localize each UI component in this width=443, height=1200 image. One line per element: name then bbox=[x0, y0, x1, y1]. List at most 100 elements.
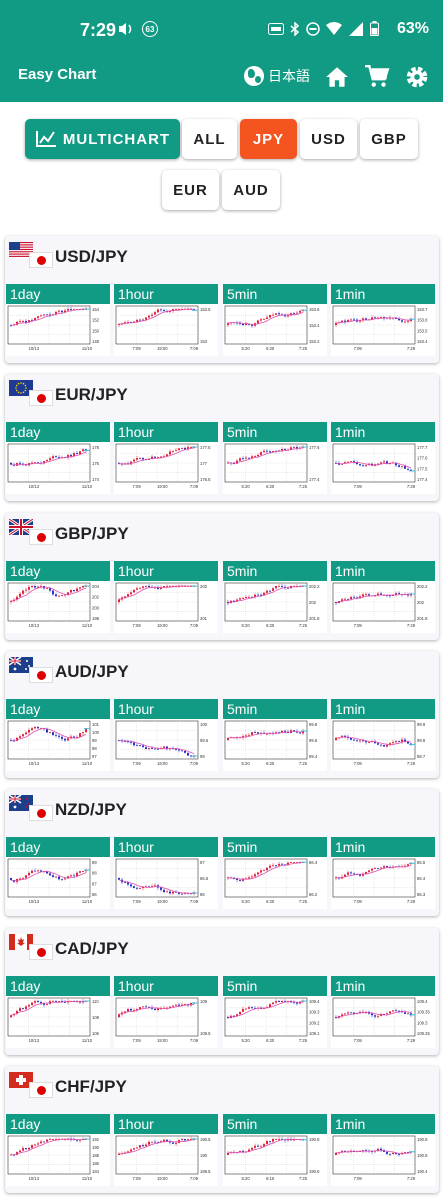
timeframe-5min[interactable]: 5min 190.8 190.6 5:20 6:15 7:25 bbox=[223, 1114, 327, 1186]
timeframe-1min[interactable]: 1min 99.9 99.8 98.7 7:09 7:29 bbox=[331, 699, 435, 771]
timeframe-1day[interactable]: 1day 101 100 99 98 97 10/13 11/10 bbox=[6, 699, 110, 771]
pair-card-eur-jpy[interactable]: EUR/JPY 1day 178 176 174 10/13 11/10 1hour 177.5… bbox=[5, 374, 439, 501]
timeframe-1hour[interactable]: 1hour 109 108.5 7:09 19:00 7:09 bbox=[114, 976, 218, 1048]
y-tick-label: 101 bbox=[92, 722, 100, 727]
pair-card-chf-jpy[interactable]: CHF/JPY 1day 192 190 188 186 184 10/13 11/10 1hou… bbox=[5, 1066, 439, 1193]
timeframe-1day[interactable]: 1day 110 108 106 10/13 11/10 bbox=[6, 976, 110, 1048]
price-chart[interactable]: 154 152 150 148 10/13 11/10 bbox=[6, 304, 110, 356]
candle bbox=[46, 1003, 48, 1005]
timeframe-5min[interactable]: 5min 177.6 177.4 5:20 6:20 7:25 bbox=[223, 422, 327, 494]
tab-multichart[interactable]: MULTICHART bbox=[25, 119, 180, 159]
timeframe-1min[interactable]: 1min 86.5 86.4 86.3 7:09 7:29 bbox=[331, 837, 435, 909]
timeframe-5min[interactable]: 5min 86.4 86.2 5:20 6:20 7:25 bbox=[223, 837, 327, 909]
timeframe-1day[interactable]: 1day 154 152 150 148 10/13 11/10 bbox=[6, 284, 110, 356]
timeframe-1min[interactable]: 1min 109.4 109.35 109.3 109.25 7:09 7:29 bbox=[331, 976, 435, 1048]
price-chart[interactable]: 177.6 177.4 5:20 6:20 7:25 bbox=[223, 442, 327, 494]
tab-eur[interactable]: EUR bbox=[162, 170, 219, 210]
price-chart[interactable]: 190.8 190.6 190.4 7:09 7:29 bbox=[331, 1134, 435, 1186]
candle bbox=[16, 596, 18, 600]
pair-card-cad-jpy[interactable]: CAD/JPY 1day 110 108 106 10/13 11/10 1hour 109 10… bbox=[5, 928, 439, 1055]
price-chart[interactable]: 178 176 174 10/13 11/10 bbox=[6, 442, 110, 494]
timeframe-5min[interactable]: 5min 99.8 99.6 99.4 5:20 6:20 7:25 bbox=[223, 699, 327, 771]
candle bbox=[28, 1147, 30, 1150]
candle bbox=[296, 312, 298, 314]
price-chart[interactable]: 86.4 86.2 5:20 6:20 7:25 bbox=[223, 857, 327, 909]
timeframe-1hour[interactable]: 1hour 190.5 190 189.5 7:09 19:00 7:09 bbox=[114, 1114, 218, 1186]
y-tick-label: 188 bbox=[92, 1153, 100, 1158]
candle bbox=[145, 747, 147, 749]
cart-icon[interactable] bbox=[364, 64, 390, 90]
price-chart[interactable]: 99.8 99.6 99.4 5:20 6:20 7:25 bbox=[223, 719, 327, 771]
price-chart[interactable]: 89 88 87 86 10/13 11/10 bbox=[6, 857, 110, 909]
timeframe-1hour[interactable]: 1hour 177.5 177 176.5 7:09 19:00 7:09 bbox=[114, 422, 218, 494]
price-chart[interactable]: 109.4 109.35 109.3 109.25 7:09 7:29 bbox=[331, 996, 435, 1048]
y-tick-label: 190.6 bbox=[417, 1153, 428, 1158]
language-button[interactable]: 日本語 bbox=[244, 62, 310, 90]
clock: 7:29 bbox=[80, 20, 117, 40]
timeframe-1min[interactable]: 1min 177.7 177.6 177.5 177.4 7:09 7:29 bbox=[331, 422, 435, 494]
price-chart[interactable]: 86.5 86.4 86.3 7:09 7:29 bbox=[331, 857, 435, 909]
price-chart[interactable]: 204 202 200 198 10/13 11/10 bbox=[6, 581, 110, 633]
candle bbox=[350, 737, 352, 740]
tab-all[interactable]: ALL bbox=[182, 119, 237, 159]
tab-aud[interactable]: AUD bbox=[222, 170, 280, 210]
timeframe-1hour[interactable]: 1hour 153.5 153 7:09 19:00 7:09 bbox=[114, 284, 218, 356]
timeframe-1min[interactable]: 1min 202.2 202 201.8 7:09 7:29 bbox=[331, 561, 435, 633]
pair-card-gbp-jpy[interactable]: GBP/JPY 1day 204 202 200 198 10/13 11/10 1hour 20… bbox=[5, 513, 439, 640]
candle bbox=[278, 450, 280, 452]
candle bbox=[350, 1150, 352, 1152]
moving-average-line bbox=[10, 1138, 86, 1156]
price-chart[interactable]: 101 100 99 98 97 10/13 11/10 bbox=[6, 719, 110, 771]
timeframe-1hour[interactable]: 1hour 100 99.5 99 7:09 19:00 7:09 bbox=[114, 699, 218, 771]
price-chart[interactable]: 192 190 188 186 184 10/13 11/10 bbox=[6, 1134, 110, 1186]
candle bbox=[46, 1139, 48, 1142]
price-chart[interactable]: 153.6 153.4 153.2 5:20 6:20 7:25 bbox=[223, 304, 327, 356]
x-tick-label: 7:09 bbox=[190, 1176, 199, 1181]
candle bbox=[76, 309, 78, 310]
pair-card-usd-jpy[interactable]: USD/JPY 1day 154 152 150 148 10/13 11/10 1hour 15… bbox=[5, 236, 439, 363]
price-chart[interactable]: 109.4 109.3 109.2 109.1 5:20 6:20 7:25 bbox=[223, 996, 327, 1048]
price-chart[interactable]: 177.7 177.6 177.5 177.4 7:09 7:29 bbox=[331, 442, 435, 494]
pair-card-nzd-jpy[interactable]: NZD/JPY 1day 89 88 87 86 10/13 11/10 1hour 87 86.5… bbox=[5, 789, 439, 916]
pair-card-aud-jpy[interactable]: AUD/JPY 1day 101 100 99 98 97 10/13 11/10 1hour 10… bbox=[5, 651, 439, 778]
tab-usd[interactable]: USD bbox=[300, 119, 357, 159]
timeframe-5min[interactable]: 5min 109.4 109.3 109.2 109.1 5:20 6:20 7:25 bbox=[223, 976, 327, 1048]
timeframe-1min[interactable]: 1min 153.7 153.6 153.5 153.4 7:09 7:29 bbox=[331, 284, 435, 356]
y-tick-label: 99.8 bbox=[417, 738, 426, 743]
timeframe-1day[interactable]: 1day 89 88 87 86 10/13 11/10 bbox=[6, 837, 110, 909]
timeframe-5min[interactable]: 5min 202.2 202 201.8 5:20 6:20 7:25 bbox=[223, 561, 327, 633]
moving-average-line bbox=[227, 312, 304, 325]
timeframe-1min[interactable]: 1min 190.8 190.6 190.4 7:09 7:29 bbox=[331, 1114, 435, 1186]
price-chart[interactable]: 202.2 202 201.8 7:09 7:29 bbox=[331, 581, 435, 633]
tab-jpy[interactable]: JPY bbox=[240, 119, 297, 159]
home-icon[interactable] bbox=[324, 64, 350, 90]
gear-icon[interactable] bbox=[404, 64, 430, 90]
candle bbox=[296, 1002, 298, 1004]
timeframe-1day[interactable]: 1day 204 202 200 198 10/13 11/10 bbox=[6, 561, 110, 633]
candle bbox=[353, 739, 355, 741]
timeframe-1day[interactable]: 1day 178 176 174 10/13 11/10 bbox=[6, 422, 110, 494]
candle bbox=[124, 882, 126, 884]
candle bbox=[37, 870, 39, 872]
candle bbox=[371, 868, 373, 871]
timeframe-1day[interactable]: 1day 192 190 188 186 184 10/13 11/10 bbox=[6, 1114, 110, 1186]
candle bbox=[40, 870, 42, 872]
x-tick-label: 7:09 bbox=[354, 899, 363, 904]
timeframe-1hour[interactable]: 1hour 87 86.5 86 7:09 19:00 7:09 bbox=[114, 837, 218, 909]
price-chart[interactable]: 202.2 202 201.8 5:20 6:20 7:25 bbox=[223, 581, 327, 633]
timeframe-5min[interactable]: 5min 153.6 153.4 153.2 5:20 6:20 7:25 bbox=[223, 284, 327, 356]
price-chart[interactable]: 190.8 190.6 5:20 6:15 7:25 bbox=[223, 1134, 327, 1186]
timeframe-1hour[interactable]: 1hour 202 201 7:09 19:00 7:09 bbox=[114, 561, 218, 633]
price-chart[interactable]: 110 108 106 10/13 11/10 bbox=[6, 996, 110, 1048]
candle bbox=[263, 870, 265, 872]
price-chart[interactable]: 99.9 99.8 98.7 7:09 7:29 bbox=[331, 719, 435, 771]
price-chart[interactable]: 153.7 153.6 153.5 153.4 7:09 7:29 bbox=[331, 304, 435, 356]
tab-gbp[interactable]: GBP bbox=[360, 119, 418, 159]
